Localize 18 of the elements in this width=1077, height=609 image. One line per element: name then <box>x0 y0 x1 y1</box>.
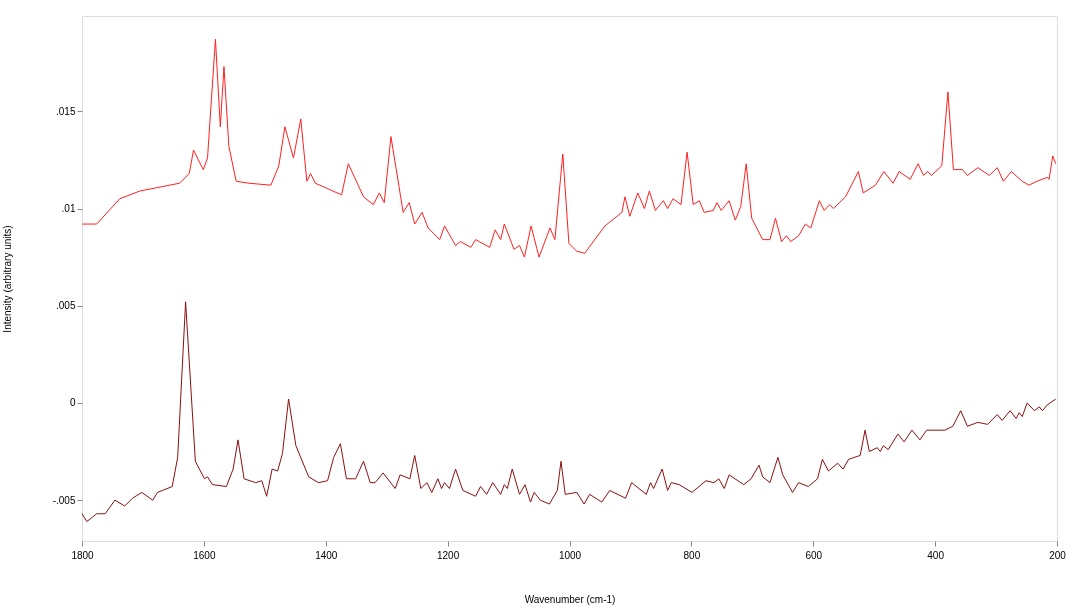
x-axis-title: Wavenumber (cm-1) <box>524 593 616 605</box>
x-tick-label: 1800 <box>71 549 95 561</box>
y-tick-label: -.005 <box>52 494 76 506</box>
line-series <box>81 301 1057 523</box>
y-tick-label: .005 <box>56 300 76 312</box>
y-tick-label: .01 <box>61 203 76 214</box>
x-tick-label: 800 <box>683 549 701 561</box>
x-tick-label: 600 <box>805 549 823 561</box>
x-tick-label: 400 <box>927 549 945 561</box>
y-axis-title: Intensity (arbitrary units) <box>1 225 13 333</box>
y-tick-label: .015 <box>56 105 76 117</box>
x-tick-label: 1200 <box>437 549 460 561</box>
x-tick-label: 1600 <box>193 549 216 561</box>
x-tick-label: 200 <box>1049 549 1067 561</box>
y-tick-label: 0 <box>69 397 76 409</box>
x-tick-label: 1400 <box>315 549 338 561</box>
x-tick-label: 1000 <box>558 549 582 561</box>
line-series <box>81 38 1057 258</box>
